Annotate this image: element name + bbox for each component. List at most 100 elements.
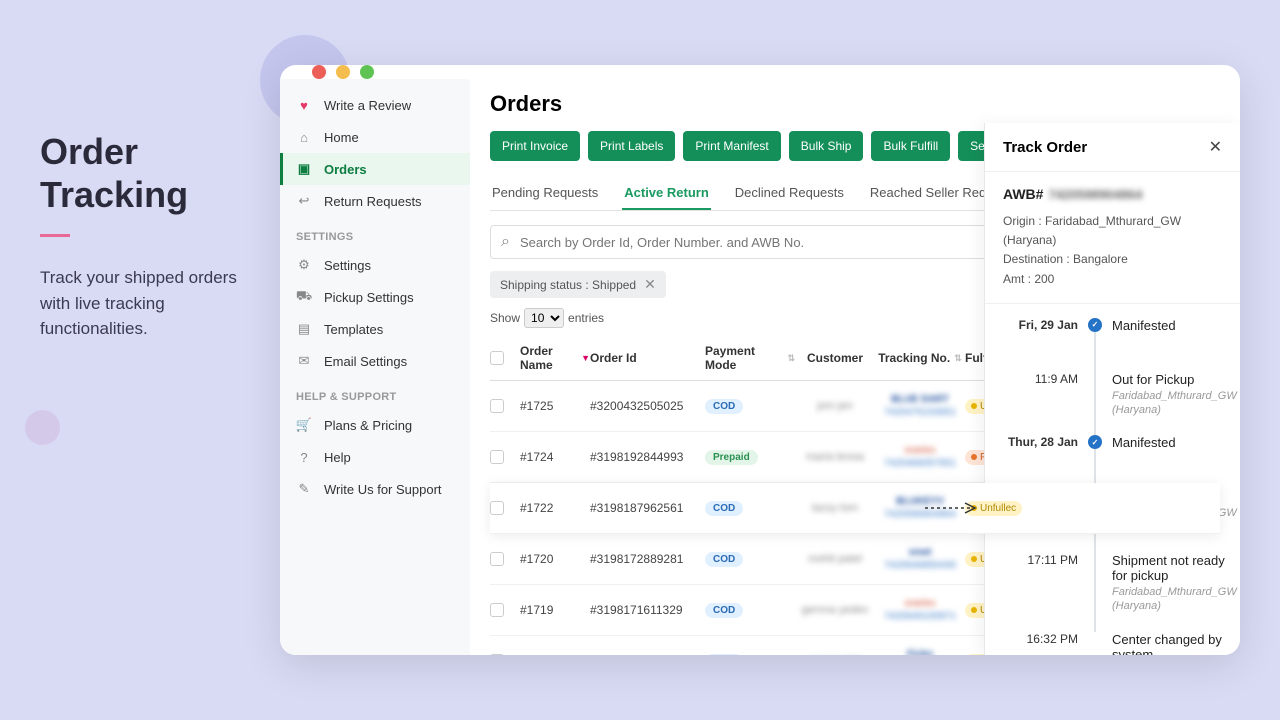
timeline-date: 16:32 PM	[1003, 632, 1078, 655]
sidebar-label: Templates	[324, 322, 383, 337]
orders-icon: ▣	[296, 161, 312, 177]
tab-declined[interactable]: Declined Requests	[733, 177, 846, 210]
cell-customer: lazzy tom	[812, 502, 858, 514]
timeline-sub: Faridabad_Mthurard_GW (Haryana)	[1112, 585, 1237, 614]
col-tracking[interactable]: Tracking No.	[878, 351, 950, 365]
template-icon: ▤	[296, 321, 312, 337]
window-minimize[interactable]	[336, 65, 350, 79]
print-manifest-button[interactable]: Print Manifest	[683, 131, 780, 161]
sidebar-label: Back to Store	[324, 654, 402, 656]
sidebar-email[interactable]: ✉ Email Settings	[280, 345, 470, 377]
truck-icon: ⛟	[296, 289, 312, 305]
app-window: ♥ Write a Review ⌂ Home ▣ Orders ↩ Retur…	[280, 65, 1240, 655]
sort-icon: ⇅	[787, 353, 795, 364]
sidebar-orders[interactable]: ▣ Orders	[280, 153, 470, 185]
tab-active-return[interactable]: Active Return	[622, 177, 711, 210]
cell-order-name: #1719	[520, 603, 590, 617]
col-order-name[interactable]: Order Name	[520, 344, 579, 372]
col-payment[interactable]: Payment Mode	[705, 344, 783, 372]
sidebar-pickup[interactable]: ⛟ Pickup Settings	[280, 281, 470, 313]
cell-customer: maria brosa	[806, 451, 864, 463]
track-amount: Amt : 200	[1003, 270, 1222, 289]
gear-icon: ⚙	[296, 257, 312, 273]
cell-order-id: #3198192844993	[590, 450, 705, 464]
sidebar-home[interactable]: ⌂ Home	[280, 121, 470, 153]
timeline-date: 11:9 AM	[1003, 372, 1078, 436]
sidebar-settings[interactable]: ⚙ Settings	[280, 249, 470, 281]
sidebar-help[interactable]: ? Help	[280, 441, 470, 473]
cell-order-id: #3198172889281	[590, 552, 705, 566]
track-order-panel: Track Order ✕ AWB# 7420598904864 Origin …	[984, 123, 1240, 655]
col-order-id[interactable]: Order Id	[590, 351, 637, 365]
timeline-item: 16:32 PM Center changed by system Farida…	[1003, 632, 1222, 655]
tab-pending[interactable]: Pending Requests	[490, 177, 600, 210]
filter-chip: Shipping status : Shipped ✕	[490, 271, 666, 298]
timeline-item: 17:11 PM Shipment not ready for pickup F…	[1003, 553, 1222, 632]
print-labels-button[interactable]: Print Labels	[588, 131, 675, 161]
cell-order-id: #3198171611329	[590, 603, 705, 617]
row-checkbox[interactable]	[490, 501, 504, 515]
filter-chip-remove[interactable]: ✕	[644, 276, 656, 293]
payment-badge: COD	[705, 501, 743, 516]
payment-badge: COD	[705, 552, 743, 567]
bulk-fulfill-button[interactable]: Bulk Fulfill	[871, 131, 950, 161]
col-customer[interactable]: Customer	[807, 351, 863, 365]
cell-customer: mohit patel	[808, 553, 862, 565]
sidebar-section-help: HELP & SUPPORT	[280, 377, 470, 409]
sidebar-templates[interactable]: ▤ Templates	[280, 313, 470, 345]
bulk-ship-button[interactable]: Bulk Ship	[789, 131, 864, 161]
sidebar-label: Return Requests	[324, 194, 422, 209]
awb-label: AWB#	[1003, 186, 1043, 202]
sidebar-returns[interactable]: ↩ Return Requests	[280, 185, 470, 217]
cell-customer: gernna yedev	[802, 604, 869, 616]
select-all-checkbox[interactable]	[490, 351, 504, 365]
timeline-title: Out for Pickup	[1112, 372, 1237, 387]
cell-order-name: #1718	[520, 654, 590, 655]
sidebar-label: Orders	[324, 162, 367, 177]
table-row[interactable]: #1722 #3198187962561 COD lazzy tom BLUKE…	[490, 483, 1220, 534]
page-size-select[interactable]: 10	[524, 308, 564, 328]
cell-tracking[interactable]: BLUE DART7420476153651	[884, 393, 956, 419]
track-panel-title: Track Order	[1003, 139, 1087, 156]
sidebar-label: Home	[324, 130, 359, 145]
timeline-date: Thur, 28 Jan	[1003, 435, 1078, 489]
sidebar-write-support[interactable]: ✎ Write Us for Support	[280, 473, 470, 505]
cell-tracking[interactable]: orartex7420646100971	[884, 597, 956, 623]
track-summary: AWB# 7420598904864 Origin : Faridabad_Mt…	[985, 172, 1240, 304]
sidebar-write-review[interactable]: ♥ Write a Review	[280, 89, 470, 121]
sidebar-label: Write a Review	[324, 98, 411, 113]
sidebar-label: Email Settings	[324, 354, 407, 369]
row-checkbox[interactable]	[490, 603, 504, 617]
track-destination: Destination : Bangalore	[1003, 250, 1222, 269]
cell-tracking[interactable]: orartex7420466057651	[884, 444, 956, 470]
close-icon[interactable]: ✕	[1209, 137, 1222, 157]
cell-order-name: #1724	[520, 450, 590, 464]
cell-order-name: #1720	[520, 552, 590, 566]
sidebar-plans[interactable]: 🛒 Plans & Pricing	[280, 409, 470, 441]
filter-chip-text: Shipping status : Shipped	[500, 278, 636, 292]
sidebar-back-to-store[interactable]: ➜ Back to Store	[280, 645, 470, 655]
payment-badge: Prepaid	[705, 450, 758, 465]
row-checkbox[interactable]	[490, 654, 504, 655]
row-checkbox[interactable]	[490, 399, 504, 413]
track-timeline: Fri, 29 Jan Manifested 11:9 AM Out for P…	[985, 304, 1240, 655]
row-checkbox[interactable]	[490, 450, 504, 464]
sidebar-label: Help	[324, 450, 351, 465]
window-maximize[interactable]	[360, 65, 374, 79]
payment-badge: COD	[705, 399, 743, 414]
payment-badge: COD	[705, 654, 743, 656]
window-close[interactable]	[312, 65, 326, 79]
heart-icon: ♥	[296, 97, 312, 113]
cell-tracking[interactable]: Fickn7420480101835	[884, 648, 956, 655]
window-titlebar	[280, 65, 1240, 79]
print-invoice-button[interactable]: Print Invoice	[490, 131, 580, 161]
email-icon: ✉	[296, 353, 312, 369]
entries-label: entries	[568, 311, 604, 325]
payment-badge: COD	[705, 603, 743, 618]
row-checkbox[interactable]	[490, 552, 504, 566]
cell-tracking[interactable]: snwt7420646850430	[884, 546, 956, 572]
sidebar: ♥ Write a Review ⌂ Home ▣ Orders ↩ Retur…	[280, 79, 470, 655]
cell-order-id: #3198187962561	[590, 501, 705, 515]
timeline-title: Manifested	[1112, 435, 1222, 450]
sidebar-label: Settings	[324, 258, 371, 273]
